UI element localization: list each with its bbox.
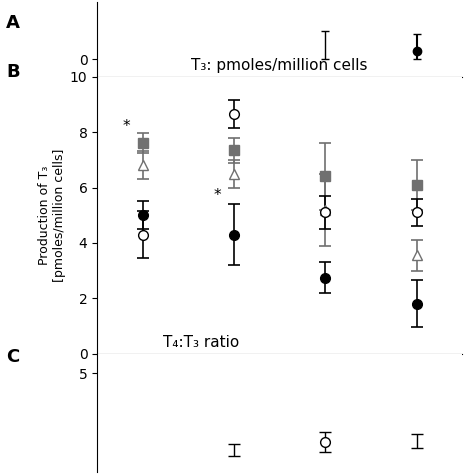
X-axis label: Day: Day: [264, 380, 296, 395]
Text: *: *: [123, 119, 130, 134]
Text: C: C: [6, 348, 19, 366]
Text: B: B: [6, 63, 19, 81]
X-axis label: Day: Day: [264, 103, 296, 118]
Text: T₄:T₃ ratio: T₄:T₃ ratio: [163, 335, 239, 350]
Text: A: A: [6, 13, 20, 31]
Text: *: *: [214, 188, 221, 203]
Y-axis label: Production of T₃
[pmoles/million cells]: Production of T₃ [pmoles/million cells]: [37, 148, 66, 282]
Title: T₃: pmoles/million cells: T₃: pmoles/million cells: [191, 58, 368, 73]
